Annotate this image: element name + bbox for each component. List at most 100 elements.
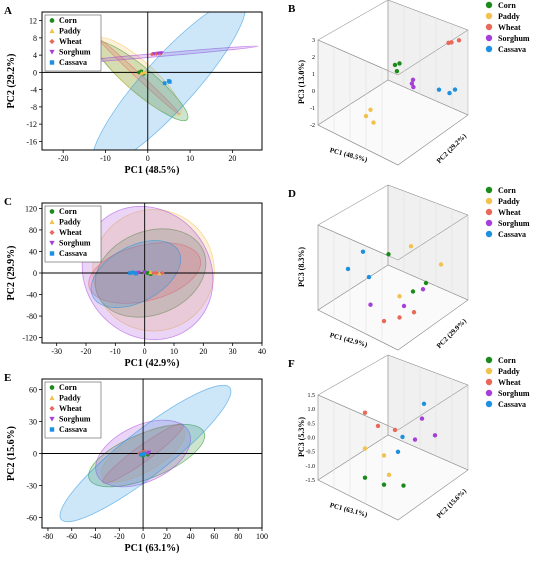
point-corn (49, 18, 55, 23)
box-edge (317, 394, 399, 431)
point-paddy (363, 113, 369, 119)
x-tick-label: 40 (187, 532, 195, 541)
x-tick-label: 30 (229, 347, 237, 356)
legend-label: Wheat (59, 404, 82, 413)
point-cassava (421, 401, 427, 406)
point-cassava (131, 270, 135, 275)
point-paddy (49, 395, 55, 401)
point-cassava (345, 266, 351, 272)
point-sorghum (401, 303, 407, 309)
point-wheat (381, 318, 387, 324)
box-edge (317, 39, 399, 76)
point-sorghum (411, 84, 416, 90)
point-cassava (162, 81, 167, 86)
legend-marker (485, 197, 493, 205)
plot-area (42, 203, 262, 343)
x-tick-label: 0 (141, 532, 145, 541)
y-tick-label: 0 (33, 269, 37, 278)
point-sorghum (368, 302, 373, 307)
point-sorghum (409, 81, 415, 86)
y-tick-label: 80 (29, 226, 37, 235)
legend-box (44, 205, 102, 263)
legend-label: Wheat (498, 208, 521, 217)
point-corn (423, 280, 429, 286)
point-wheat (49, 38, 55, 45)
chart-pca-e: -80 -60 -40 -20 0 20 40 60 80 100 -60 -30 0 30 60 PC1 (… (4, 372, 268, 554)
legend-label: Cassava (498, 45, 526, 54)
panel-letter: D (288, 188, 296, 200)
point-wheat (149, 52, 155, 57)
legend-marker (485, 45, 493, 53)
legend-label: Wheat (498, 378, 521, 387)
y-tick-label: 0 (33, 68, 37, 77)
legend-marker (485, 219, 493, 227)
legend-label: Sorghum (498, 34, 530, 43)
x-tick-label: -10 (100, 154, 111, 163)
y-axis-label: PC2 (29.9%) (435, 317, 468, 350)
legend-label: Cassava (59, 58, 87, 67)
point-sorghum (420, 287, 426, 292)
y-axis-label: PC2 (29.2%) (435, 132, 468, 165)
point-cassava (133, 271, 138, 276)
box-edge (397, 29, 469, 76)
y-axis-label: PC2 (15.6%) (435, 487, 468, 520)
y-tick-label: 0 (33, 450, 37, 459)
point-sorghum (142, 270, 147, 275)
legend-label: Wheat (59, 228, 82, 237)
point-corn (362, 475, 368, 480)
box-edge (317, 184, 389, 226)
point-sorghum (146, 450, 152, 455)
legend-label: Sorghum (59, 239, 91, 248)
point-cassava (436, 87, 442, 92)
y-tick-label: -60 (26, 513, 37, 522)
z-axis-label: PC3 (5.3%) (297, 417, 306, 457)
x-tick-label: 20 (228, 154, 236, 163)
x-axis-label: PC1 (63.1%) (329, 501, 369, 519)
legend-label: Sorghum (498, 219, 530, 228)
box-edge (387, 184, 469, 216)
x-tick-label: 100 (256, 532, 268, 541)
point-paddy (397, 294, 402, 299)
point-cassava (128, 271, 132, 275)
point-sorghum (49, 240, 55, 246)
floor (317, 264, 469, 351)
x-tick-label: -30 (51, 347, 62, 356)
point-paddy (438, 262, 444, 267)
legend-label: Cassava (498, 230, 526, 239)
box-edge (317, 224, 399, 261)
x-tick-label: 10 (170, 347, 178, 356)
legend-label: Wheat (498, 23, 521, 32)
point-wheat (456, 38, 462, 43)
legend-label: Cassava (59, 249, 87, 258)
panel-letter: F (288, 358, 295, 370)
legend-label: Paddy (498, 197, 520, 206)
point-paddy (49, 28, 55, 34)
y-tick-label: -30 (26, 481, 37, 490)
z-tick-label: 1.5 (308, 393, 316, 399)
x-tick-label: -20 (114, 532, 125, 541)
x-tick-label: -20 (58, 154, 69, 163)
legend-label: Paddy (498, 367, 520, 376)
point-sorghum (419, 416, 425, 421)
point-cassava (167, 79, 172, 84)
x-tick-label: 10 (186, 154, 194, 163)
chart-pca-c: -30 -20 -10 0 10 20 30 40 -120 -80 -40 0 40 80 120 PC1 … (4, 196, 266, 369)
point-paddy (371, 120, 376, 125)
legend-label: Paddy (59, 27, 81, 36)
point-cassava (49, 251, 55, 256)
legend-marker (485, 389, 493, 397)
legend-label: Paddy (498, 12, 520, 21)
z-tick-label: 3 (312, 38, 315, 44)
point-paddy (49, 219, 55, 225)
point-cassava (366, 274, 372, 280)
point-cassava (400, 434, 405, 440)
box-edge (397, 384, 469, 431)
y-tick-label: -4 (30, 86, 37, 95)
plot-frame (41, 11, 263, 151)
legend-marker (485, 186, 493, 194)
legend-label: Paddy (59, 394, 81, 403)
plot-area (42, 379, 262, 528)
legend-marker (485, 12, 493, 20)
